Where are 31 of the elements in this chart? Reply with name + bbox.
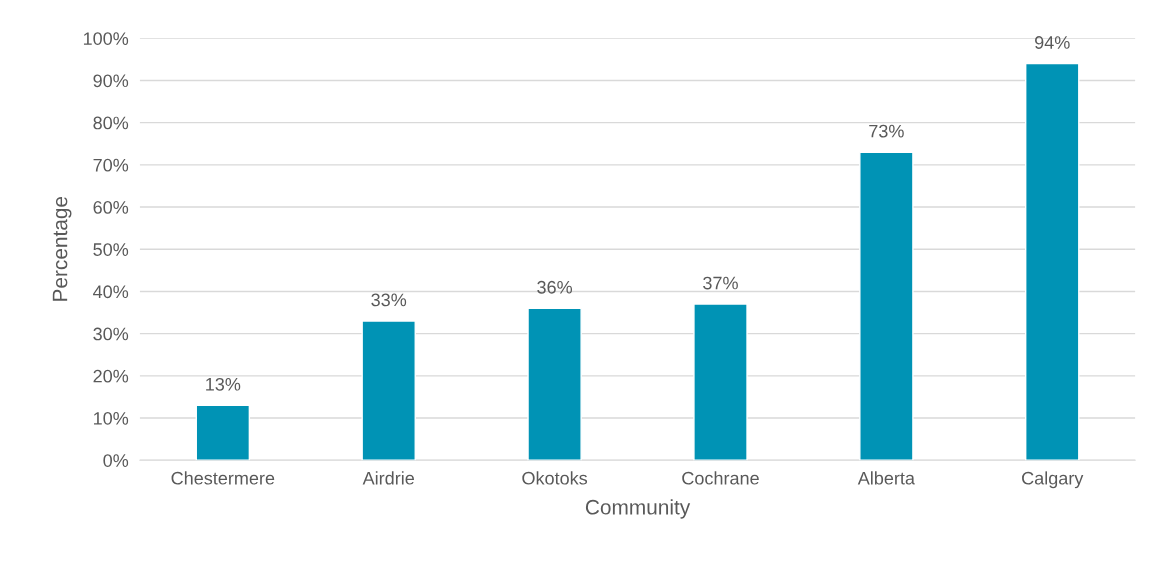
y-tick-label: 50% [93,243,129,256]
y-tick-label: 80% [93,116,129,130]
bar [195,404,251,461]
x-tick-label: Chestermere [171,471,275,485]
y-tick-label: 60% [93,200,129,214]
data-label: 36% [537,280,573,294]
bar [1025,62,1080,461]
y-tick-label: 10% [94,411,129,425]
data-label: 73% [869,124,904,138]
x-tick-label: Cochrane [682,471,759,485]
bar [527,307,582,461]
bar [693,303,748,461]
x-tick-label: Airdrie [362,471,414,485]
y-tick-label: 70% [93,158,129,172]
y-tick-label: 100% [83,32,129,45]
x-tick-label: Calgary [1022,471,1084,489]
y-tick-label: 90% [93,74,129,88]
y-tick-label: 0% [103,454,129,467]
bar [859,151,914,461]
data-label: 37% [703,276,738,290]
data-label: 13% [206,377,241,391]
x-axis-title: Community [585,499,691,519]
data-label: 33% [371,293,407,307]
y-tick-label: 20% [93,369,129,383]
x-tick-label: Alberta [857,471,915,485]
y-axis-title: Percentage [52,196,72,301]
data-label: 94% [1035,36,1070,49]
bar [361,320,416,461]
y-tick-label: 40% [93,285,129,299]
x-tick-label: Okotoks [522,471,588,485]
y-tick-label: 30% [93,327,129,341]
